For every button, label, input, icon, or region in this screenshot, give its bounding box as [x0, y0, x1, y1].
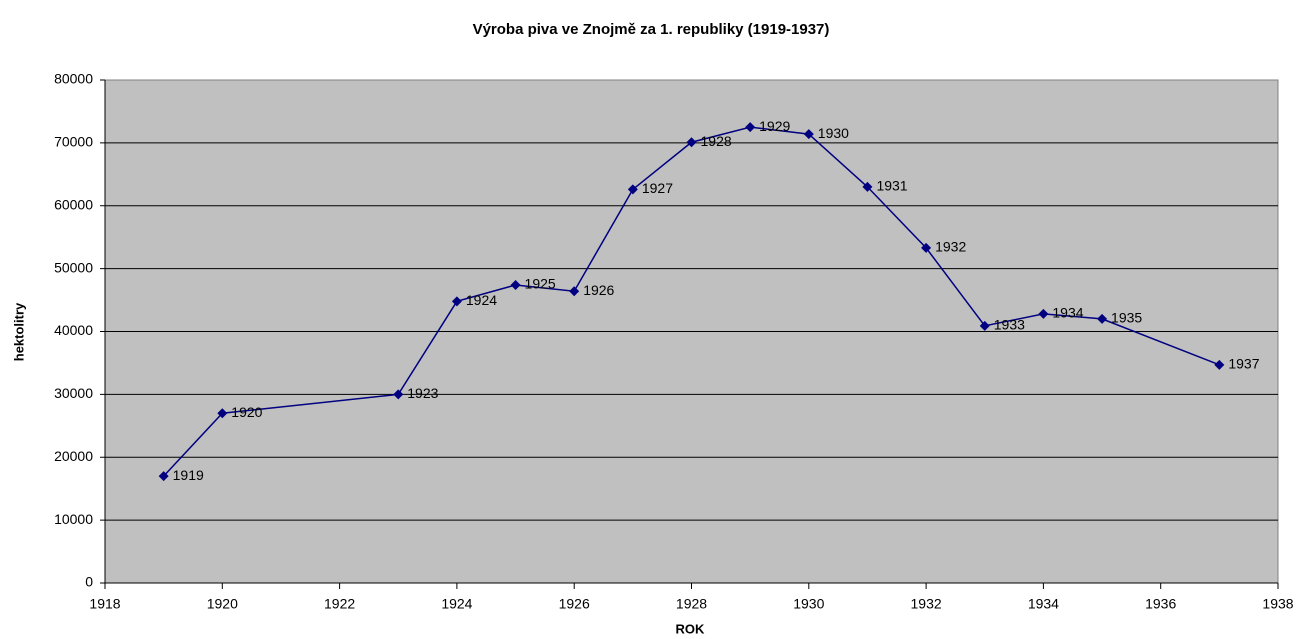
data-label: 1926 — [583, 282, 614, 298]
y-tick-label: 80000 — [54, 71, 93, 87]
y-tick-label: 60000 — [54, 196, 93, 212]
data-point — [569, 286, 580, 297]
data-point — [158, 471, 169, 482]
data-label: 1919 — [173, 467, 204, 483]
data-point — [745, 122, 756, 133]
data-label: 1929 — [759, 118, 790, 134]
data-label: 1923 — [407, 385, 438, 401]
data-point — [1214, 359, 1225, 370]
data-label: 1937 — [1228, 356, 1259, 372]
data-label: 1933 — [994, 317, 1025, 333]
y-tick-label: 70000 — [54, 134, 93, 150]
data-point — [510, 279, 521, 290]
y-tick-label: 0 — [85, 574, 93, 590]
data-label: 1934 — [1052, 305, 1083, 321]
data-label: 1927 — [642, 180, 673, 196]
x-tick-label: 1924 — [441, 596, 472, 612]
data-point — [1097, 313, 1108, 324]
data-point — [627, 184, 638, 195]
data-point — [979, 320, 990, 331]
data-label: 1930 — [818, 125, 849, 141]
data-label: 1931 — [876, 178, 907, 194]
x-axis-title: ROK — [676, 621, 706, 636]
data-point — [1038, 308, 1049, 319]
data-point — [803, 129, 814, 140]
y-tick-label: 10000 — [54, 511, 93, 527]
chart-title: Výroba piva ve Znojmě za 1. republiky (1… — [473, 21, 830, 38]
y-tick-label: 50000 — [54, 259, 93, 275]
data-line — [163, 126, 1220, 477]
x-tick-label: 1926 — [559, 596, 590, 612]
data-label: 1924 — [466, 292, 497, 308]
data-point — [686, 137, 697, 148]
data-label: 1920 — [231, 404, 262, 420]
data-point — [921, 242, 932, 253]
data-point — [862, 181, 873, 192]
data-point — [451, 296, 462, 307]
x-tick-label: 1920 — [207, 596, 238, 612]
y-tick-label: 20000 — [54, 448, 93, 464]
y-tick-label: 40000 — [54, 322, 93, 338]
x-tick-label: 1928 — [676, 596, 707, 612]
y-tick-label: 30000 — [54, 385, 93, 401]
data-point — [217, 408, 228, 419]
data-label: 1932 — [935, 239, 966, 255]
x-tick-label: 1918 — [89, 596, 120, 612]
x-tick-label: 1938 — [1262, 596, 1293, 612]
data-label: 1925 — [525, 276, 556, 292]
x-tick-label: 1922 — [324, 596, 355, 612]
data-point — [393, 389, 404, 400]
x-tick-label: 1934 — [1028, 596, 1059, 612]
x-tick-label: 1930 — [793, 596, 824, 612]
data-label: 1935 — [1111, 310, 1142, 326]
x-tick-label: 1932 — [911, 596, 942, 612]
x-tick-label: 1936 — [1145, 596, 1176, 612]
data-label: 1928 — [701, 133, 732, 149]
y-axis-title: hektolitry — [11, 302, 26, 361]
